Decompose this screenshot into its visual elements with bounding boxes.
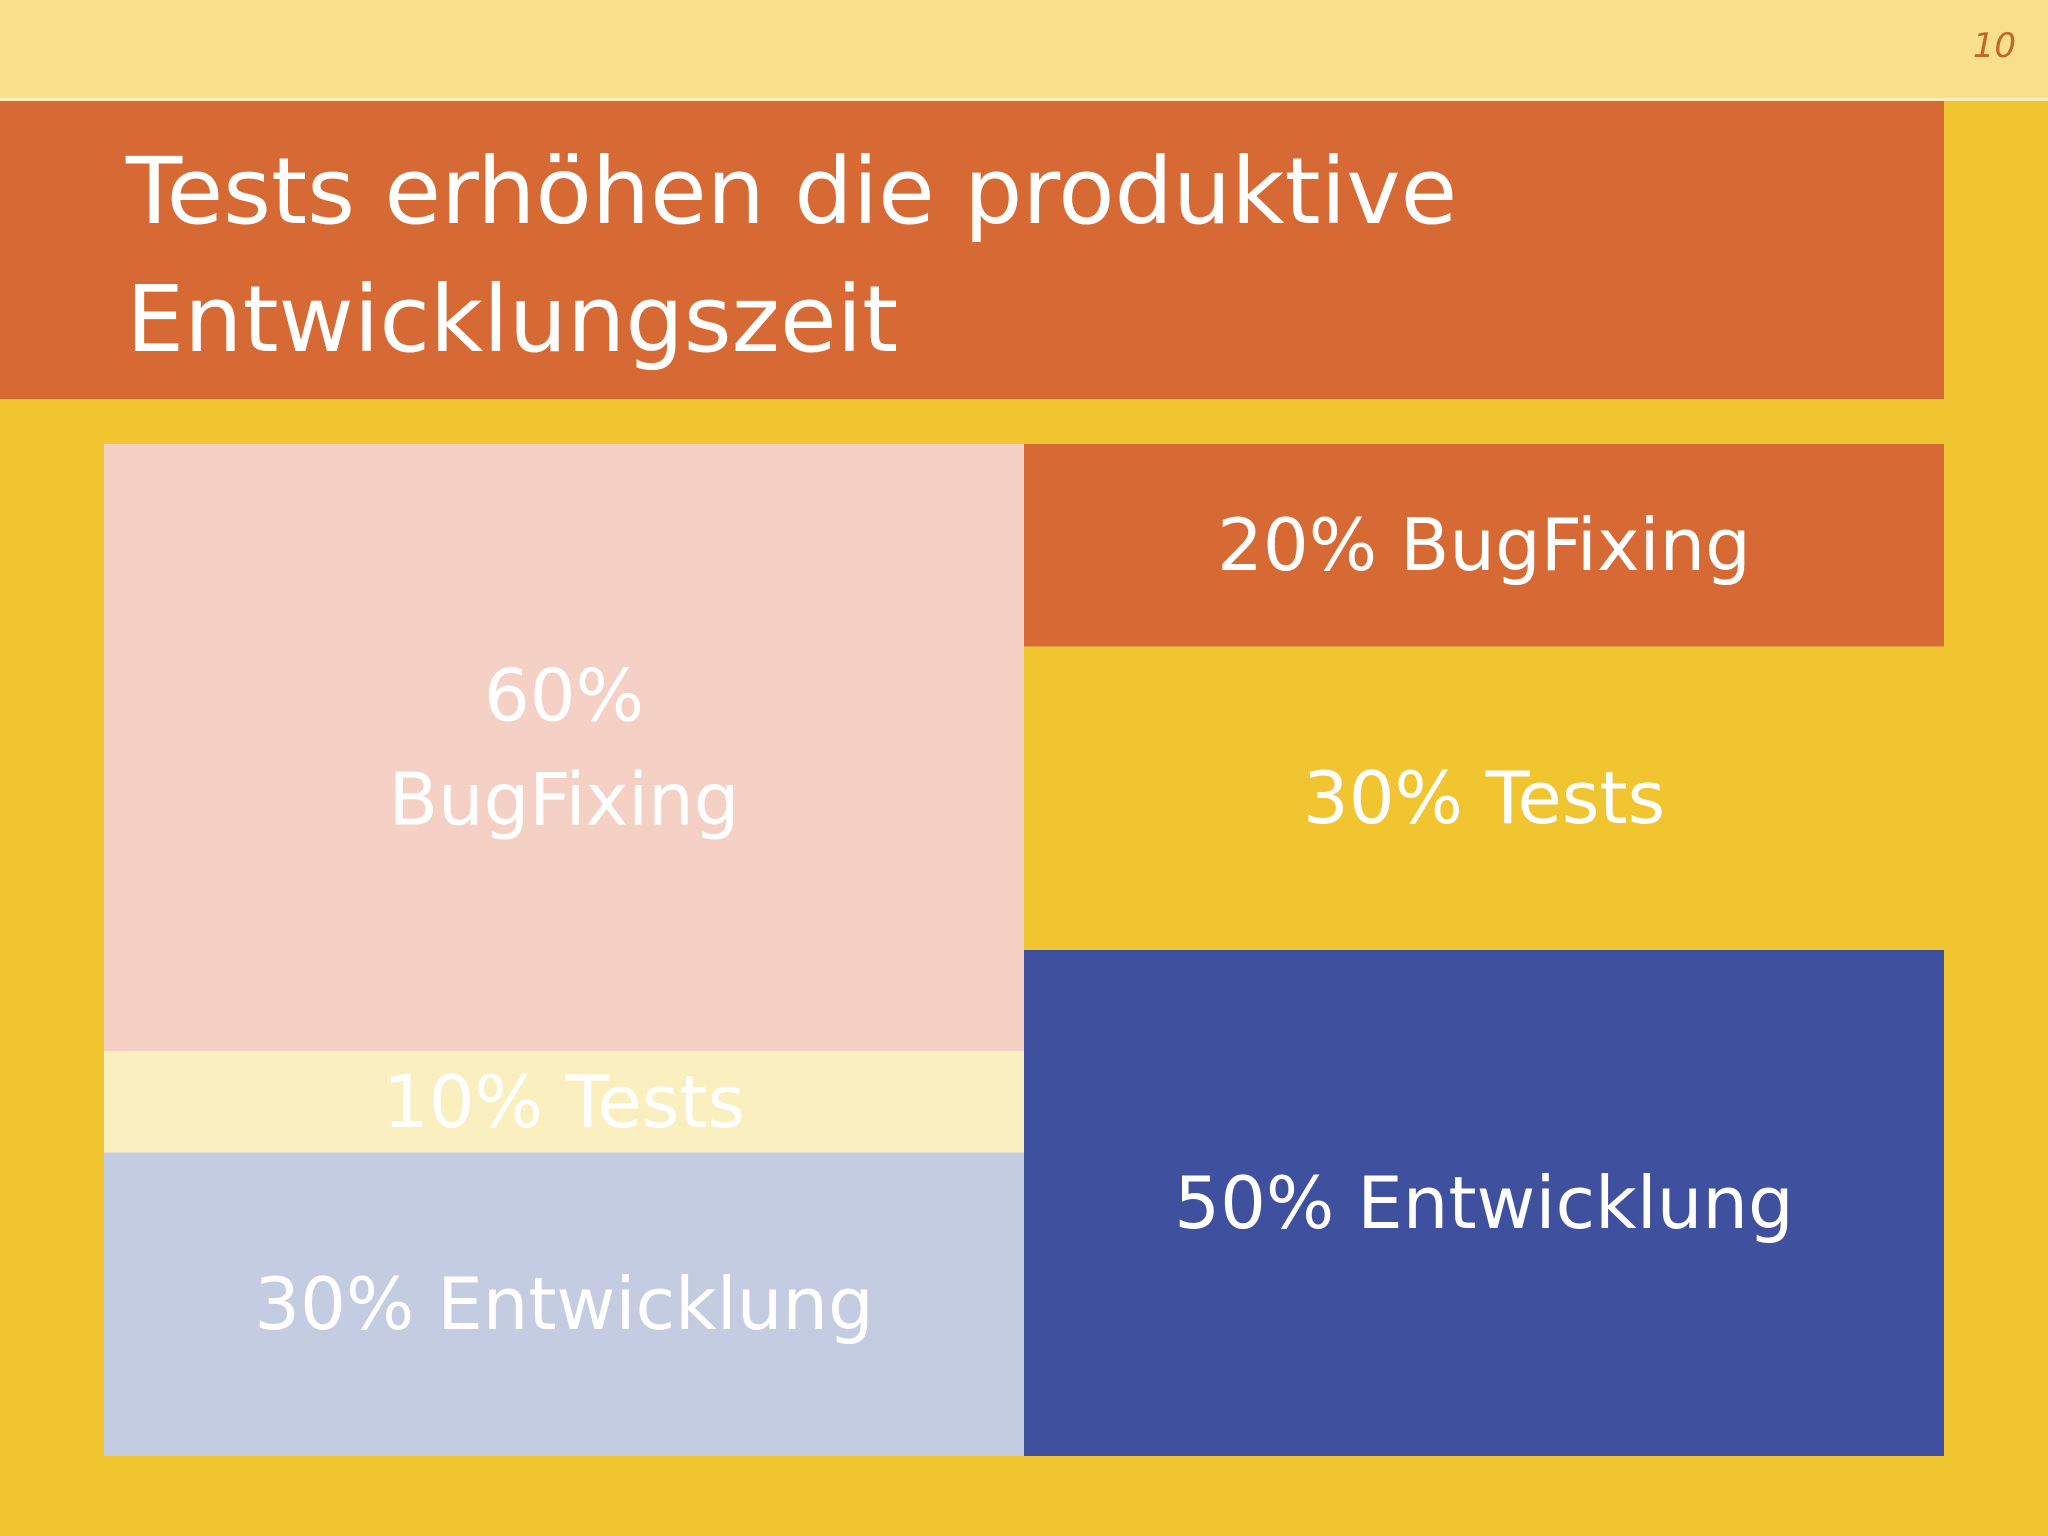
data-label-col1-series3: 60% BugFixing (389, 654, 740, 842)
bar-segment-col2-series2 (1024, 646, 1944, 950)
data-label-col1-series2: 10% Tests (383, 1060, 745, 1144)
slide-title: Tests erhöhen die produktive Entwicklung… (126, 138, 1458, 373)
bar-segment-col2-series3 (1024, 444, 1944, 647)
title-bar (0, 101, 1944, 399)
bar-segment-col1-series2 (104, 1051, 1024, 1153)
data-label-col2-series3: 20% BugFixing (1217, 503, 1751, 587)
bar-segment-col1-series3 (104, 444, 1024, 1052)
data-label-col2-series2: 30% Tests (1303, 756, 1665, 840)
data-label-col2-series1: 50% Entwicklung (1174, 1161, 1793, 1245)
bar-segment-col1-series1 (104, 1152, 1024, 1456)
slide-number: 10 (1972, 26, 2016, 66)
data-label-col1-series1: 30% Entwicklung (254, 1262, 873, 1346)
bar-segment-col2-series1 (1024, 950, 1944, 1456)
header-band: 10 (0, 0, 2048, 101)
